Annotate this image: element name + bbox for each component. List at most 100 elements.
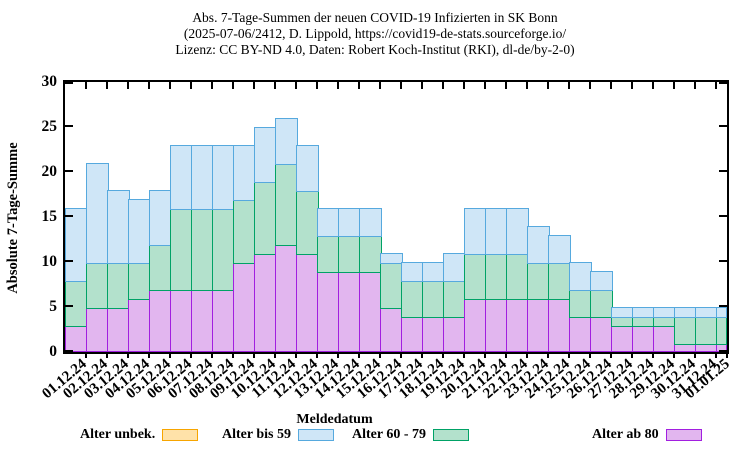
bar-segment bbox=[674, 307, 697, 318]
y-tick-mark bbox=[65, 350, 73, 352]
bar-segment bbox=[317, 271, 340, 352]
bar-segment bbox=[170, 208, 193, 291]
bar-segment bbox=[86, 307, 109, 352]
x-tick-mark bbox=[127, 354, 129, 358]
bar-segment bbox=[590, 289, 613, 318]
bar-segment bbox=[275, 163, 298, 246]
bar-segment bbox=[254, 181, 277, 255]
x-tick-mark bbox=[715, 354, 717, 358]
x-tick-mark bbox=[726, 354, 728, 358]
x-tick-mark bbox=[106, 354, 108, 358]
x-tick-mark bbox=[652, 82, 654, 89]
bar-segment bbox=[338, 235, 361, 273]
bar-segment bbox=[65, 280, 88, 327]
bar-segment bbox=[527, 298, 550, 352]
bar-segment bbox=[149, 289, 172, 352]
x-tick-mark bbox=[190, 354, 192, 358]
bar-segment bbox=[464, 298, 487, 352]
bar-segment bbox=[695, 316, 718, 345]
bar-segment bbox=[296, 145, 319, 192]
bar-segment bbox=[233, 145, 256, 201]
bar-segment bbox=[464, 253, 487, 300]
bar-segment bbox=[485, 208, 508, 255]
x-tick-mark bbox=[127, 82, 129, 89]
chart-title-line3: Lizenz: CC BY-ND 4.0, Daten: Robert Koch… bbox=[175, 42, 575, 57]
x-tick-mark bbox=[85, 354, 87, 358]
bar-segment bbox=[611, 307, 634, 318]
x-tick-mark bbox=[463, 354, 465, 358]
x-tick-mark bbox=[547, 82, 549, 89]
bar-segment bbox=[191, 145, 214, 210]
bar-segment bbox=[506, 208, 529, 255]
bar-segment bbox=[443, 253, 466, 282]
bar-segment bbox=[191, 208, 214, 291]
bar-segment bbox=[485, 253, 508, 300]
bar-segment bbox=[716, 316, 727, 345]
bar-segment bbox=[590, 271, 613, 291]
x-tick-mark bbox=[358, 354, 360, 358]
y-tick-label: 10 bbox=[41, 253, 58, 270]
bar-segment bbox=[422, 280, 445, 318]
bar-segment bbox=[401, 316, 424, 352]
y-tick-mark bbox=[719, 305, 727, 307]
bar-segment bbox=[548, 262, 571, 300]
bar-segment bbox=[422, 316, 445, 352]
x-tick-mark bbox=[715, 82, 717, 89]
x-tick-mark bbox=[442, 82, 444, 89]
x-tick-mark bbox=[589, 354, 591, 358]
x-tick-mark bbox=[295, 82, 297, 89]
x-tick-mark bbox=[694, 82, 696, 89]
x-tick-mark bbox=[484, 354, 486, 358]
bar-segment bbox=[128, 298, 151, 352]
bar-segment bbox=[506, 253, 529, 300]
legend-label: Alter 60 - 79 bbox=[352, 427, 426, 442]
y-tick-label: 15 bbox=[41, 208, 58, 225]
y-tick-mark bbox=[65, 125, 73, 127]
y-tick-label: 30 bbox=[41, 73, 58, 90]
bar-segment bbox=[653, 307, 676, 318]
bar-segment bbox=[401, 280, 424, 318]
bar-segment bbox=[464, 208, 487, 255]
y-tick-label: 5 bbox=[49, 298, 57, 315]
x-tick-mark bbox=[694, 354, 696, 358]
y-tick-mark bbox=[719, 170, 727, 172]
bar-segment bbox=[653, 316, 676, 327]
bar-segment bbox=[296, 253, 319, 352]
bar-segment bbox=[548, 298, 571, 352]
x-tick-mark bbox=[169, 354, 171, 358]
x-tick-mark bbox=[274, 82, 276, 89]
y-tick-mark bbox=[65, 305, 73, 307]
y-tick-mark bbox=[719, 260, 727, 262]
legend-swatch bbox=[433, 429, 469, 441]
bar-segment bbox=[653, 325, 676, 352]
y-tick-mark bbox=[65, 170, 73, 172]
x-tick-mark bbox=[631, 82, 633, 89]
chart-title-line1: Abs. 7-Tage-Summen der neuen COVID-19 In… bbox=[192, 10, 558, 25]
x-tick-mark bbox=[400, 354, 402, 358]
bar-segment bbox=[338, 208, 361, 237]
legend-item: Alter bis 59 bbox=[222, 427, 334, 443]
bar-segment bbox=[233, 199, 256, 264]
bar-segment bbox=[443, 280, 466, 318]
bar-segment bbox=[443, 316, 466, 352]
y-tick-label: 0 bbox=[49, 343, 57, 360]
x-tick-mark bbox=[505, 82, 507, 89]
x-tick-mark bbox=[211, 82, 213, 89]
x-tick-mark bbox=[232, 354, 234, 358]
bar-segment bbox=[485, 298, 508, 352]
x-tick-mark bbox=[442, 354, 444, 358]
y-tick-mark bbox=[719, 350, 727, 352]
bar-segment bbox=[149, 190, 172, 246]
x-tick-mark bbox=[232, 82, 234, 89]
x-tick-mark bbox=[505, 354, 507, 358]
x-tick-mark bbox=[316, 354, 318, 358]
x-tick-mark bbox=[547, 354, 549, 358]
plot-area bbox=[63, 80, 729, 354]
y-tick-label: 20 bbox=[41, 163, 58, 180]
bar-segment bbox=[695, 307, 718, 318]
bar-segment bbox=[254, 253, 277, 352]
x-tick-mark bbox=[85, 82, 87, 89]
bar-segment bbox=[317, 208, 340, 237]
chart-title-line2: (2025-07-06/2412, D. Lippold, https://co… bbox=[183, 26, 567, 41]
